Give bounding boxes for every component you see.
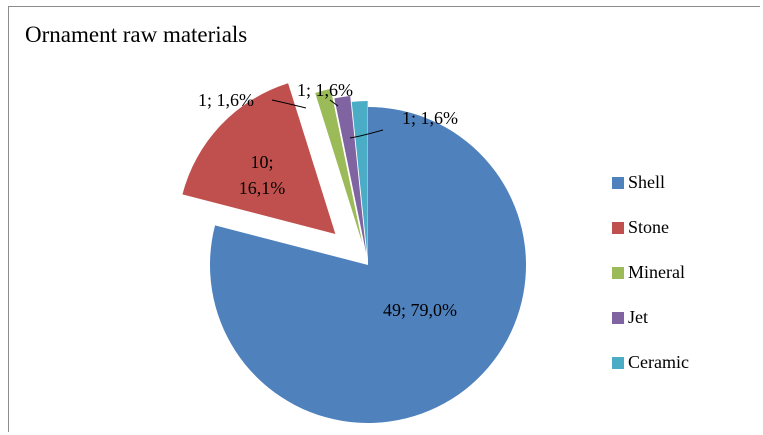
pie-slice-mineral bbox=[315, 88, 363, 244]
legend-item-ceramic: Ceramic bbox=[612, 340, 689, 385]
legend-item-shell: Shell bbox=[612, 160, 689, 205]
data-label-mineral: 1; 1,6% bbox=[198, 90, 254, 110]
leader-line-ceramic bbox=[349, 129, 384, 139]
legend-swatch bbox=[612, 176, 624, 189]
pie-slice-shell bbox=[209, 107, 526, 424]
leader-line-mineral bbox=[271, 99, 307, 109]
legend-swatch bbox=[612, 221, 624, 234]
legend-label: Shell bbox=[628, 172, 666, 192]
data-label-stone: 10; 16,1% bbox=[239, 152, 286, 198]
pie-slice-jet bbox=[334, 95, 367, 254]
pie-slice-ceramic bbox=[351, 101, 368, 260]
legend-label: Stone bbox=[628, 217, 670, 237]
pie-slice-stone bbox=[182, 83, 336, 234]
legend-item-jet: Jet bbox=[612, 295, 689, 340]
legend-label: Mineral bbox=[628, 262, 685, 282]
legend: Shell Stone Mineral Jet Ceramic bbox=[612, 160, 689, 385]
leader-line-jet bbox=[329, 99, 339, 107]
legend-label: Ceramic bbox=[628, 352, 689, 372]
data-label-ceramic: 1; 1,6% bbox=[402, 108, 458, 128]
legend-swatch bbox=[612, 356, 624, 369]
legend-swatch bbox=[612, 266, 624, 279]
legend-item-stone: Stone bbox=[612, 205, 689, 250]
legend-item-mineral: Mineral bbox=[612, 250, 689, 295]
legend-label: Jet bbox=[628, 307, 648, 327]
chart-title: Ornament raw materials bbox=[25, 22, 248, 47]
data-label-shell: 49; 79,0% bbox=[383, 300, 457, 320]
data-label-jet: 1; 1,6% bbox=[297, 80, 353, 100]
legend-swatch bbox=[612, 311, 624, 324]
